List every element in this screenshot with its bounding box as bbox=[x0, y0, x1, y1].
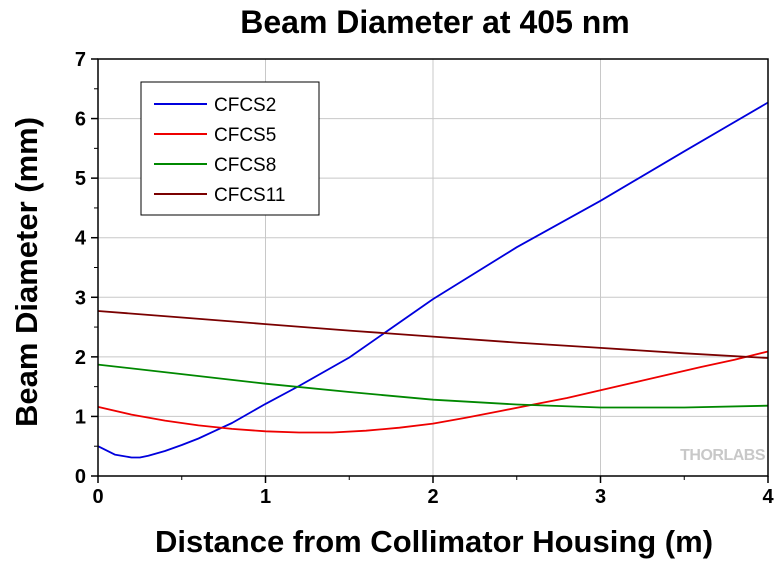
y-tick-label: 1 bbox=[75, 406, 86, 428]
legend-label: CFCS5 bbox=[214, 125, 276, 146]
legend-label: CFCS8 bbox=[214, 155, 276, 176]
x-tick-label: 1 bbox=[260, 486, 271, 508]
legend-label: CFCS2 bbox=[214, 95, 276, 116]
x-axis-label: Distance from Collimator Housing (m) bbox=[155, 524, 713, 559]
series-lines bbox=[97, 101, 769, 459]
series-line-cfcs5 bbox=[97, 350, 769, 434]
legend-label: CFCS11 bbox=[214, 185, 285, 206]
y-tick-label: 5 bbox=[75, 168, 86, 190]
y-tick-label: 6 bbox=[75, 109, 86, 131]
y-tick-label: 4 bbox=[75, 228, 87, 250]
series-line-cfcs2 bbox=[97, 101, 769, 459]
y-tick-label: 7 bbox=[75, 49, 86, 71]
axis-ticks: 0 1 2 3 4 0 1 2 3 4 5 6 7 bbox=[75, 49, 775, 508]
chart-title: Beam Diameter at 405 nm bbox=[240, 4, 630, 40]
x-tick-label: 3 bbox=[595, 486, 606, 508]
y-axis-label: Beam Diameter (mm) bbox=[9, 117, 44, 427]
x-tick-label: 4 bbox=[762, 486, 774, 508]
y-tick-label: 0 bbox=[75, 466, 86, 488]
legend: CFCS2 CFCS5 CFCS8 CFCS11 bbox=[140, 81, 320, 216]
x-tick-label: 2 bbox=[427, 486, 438, 508]
series-line-cfcs11 bbox=[97, 310, 769, 359]
thorlabs-watermark: THORLABS bbox=[680, 447, 766, 464]
y-tick-label: 2 bbox=[75, 347, 86, 369]
grid-lines bbox=[98, 59, 768, 476]
x-tick-label: 0 bbox=[92, 486, 103, 508]
series-line-cfcs8 bbox=[97, 363, 769, 409]
y-tick-label: 3 bbox=[75, 287, 86, 309]
